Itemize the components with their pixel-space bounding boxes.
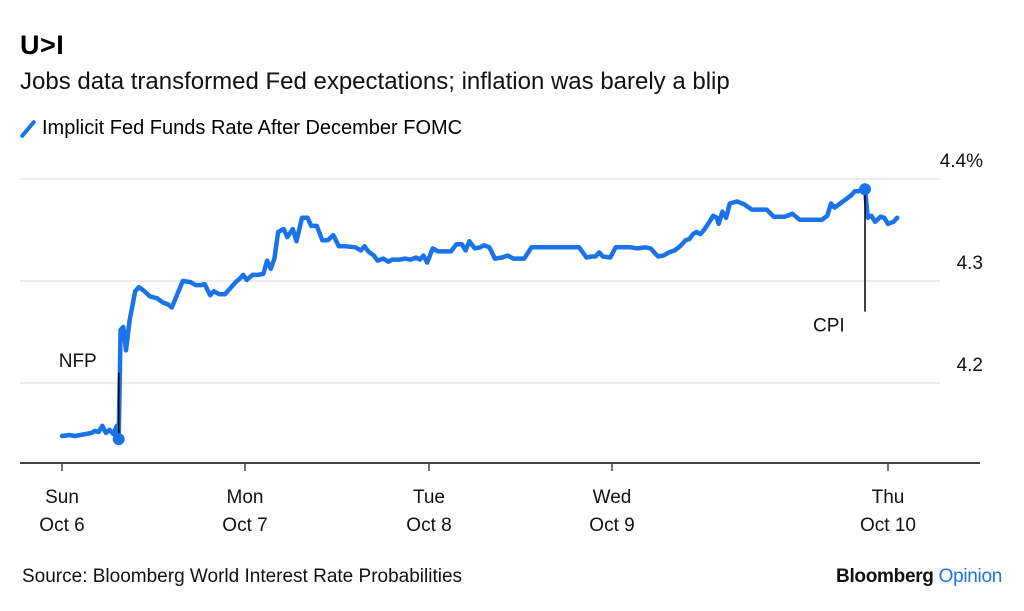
y-axis-labels: 4.4% 4.3 4.2 (940, 151, 983, 376)
annotation-label: CPI (813, 316, 845, 337)
annotation-label: NFP (59, 351, 97, 372)
x-tick-label-date: Oct 10 (860, 515, 916, 536)
legend-label: Implicit Fed Funds Rate After December F… (42, 117, 463, 139)
brand-logo: Bloomberg Opinion (836, 566, 1002, 588)
x-tick-label-day: Thu (872, 487, 905, 508)
x-tick-label-day: Tue (413, 487, 445, 508)
x-tick-label-day: Mon (227, 487, 264, 508)
x-tick-label-day: Sun (45, 487, 79, 508)
x-tick-label-date: Oct 9 (589, 515, 634, 536)
series-layer (59, 186, 900, 442)
brand-secondary: Opinion (938, 566, 1003, 587)
brand-primary: Bloomberg (836, 566, 934, 587)
annotation-marker (859, 183, 871, 196)
x-tick-label-day: Wed (593, 487, 632, 508)
x-tick-label-date: Oct 6 (39, 515, 84, 536)
y-tick-label: 4.4% (940, 151, 983, 172)
annotation-marker (112, 433, 125, 446)
annotations: NFP CPI (59, 183, 871, 446)
source-note: Source: Bloomberg World Interest Rate Pr… (22, 566, 463, 587)
gridlines (20, 178, 940, 384)
y-tick-label: 4.2 (957, 355, 983, 376)
chart-subtitle: Jobs data transformed Fed expectations; … (20, 68, 730, 95)
series-line (59, 186, 900, 442)
chart-title: U>I (20, 30, 65, 60)
legend: Implicit Fed Funds Rate After December F… (20, 117, 462, 140)
x-tick-label-date: Oct 8 (406, 515, 451, 536)
x-tick-label-date: Oct 7 (222, 515, 267, 536)
x-axis: Sun Oct 6 Mon Oct 7 Tue Oct 8 Wed Oct 9 Thu Oct 1… (20, 462, 980, 536)
y-tick-label: 4.3 (957, 253, 983, 274)
